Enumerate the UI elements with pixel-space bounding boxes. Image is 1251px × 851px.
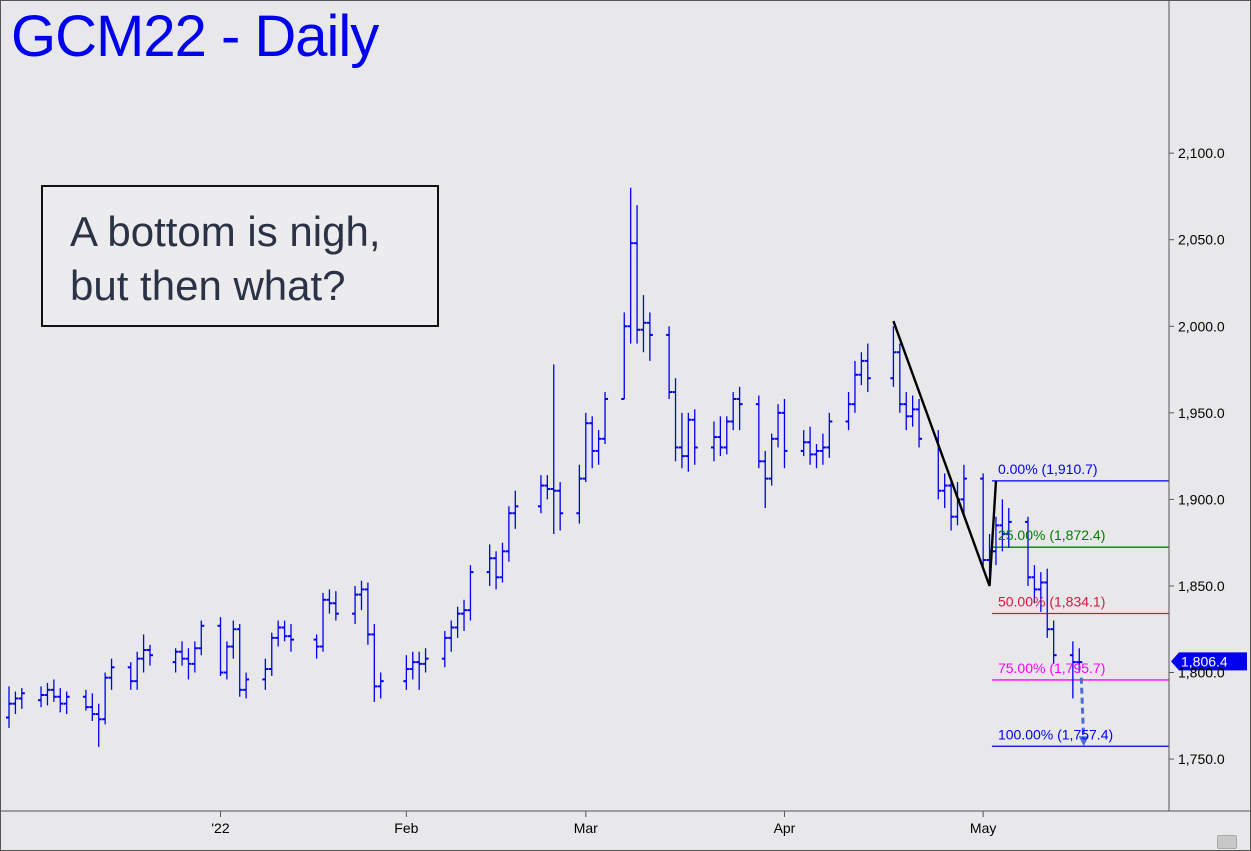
last-price-tag xyxy=(1171,652,1247,671)
y-tick-label: 1,750.0 xyxy=(1178,751,1225,767)
chart-title: GCM22 - Daily xyxy=(11,4,379,69)
projection-arrow-line xyxy=(1079,677,1086,741)
annotation-text: A bottom is nigh, but then what? xyxy=(70,208,381,309)
x-tick-label: Feb xyxy=(394,820,418,836)
last-price-label: 1,806.4 xyxy=(1181,653,1228,669)
fib-lines xyxy=(991,480,1169,747)
x-tick-label: Apr xyxy=(774,820,796,836)
fib-level-label: 25.00% (1,872.4) xyxy=(998,527,1105,543)
y-tick-label: 2,000.0 xyxy=(1178,318,1225,334)
y-tick-label: 1,800.0 xyxy=(1178,665,1225,681)
fib-level-label: 75.00% (1,795.7) xyxy=(998,660,1105,676)
y-tick-label: 1,950.0 xyxy=(1178,405,1225,421)
fib-level-label: 0.00% (1,910.7) xyxy=(998,461,1098,477)
x-tick-label: Mar xyxy=(574,820,598,836)
price-bars xyxy=(6,187,1083,747)
fib-labels: 0.00% (1,910.7) 25.00% (1,872.4) 50.00% (1… xyxy=(998,461,1113,742)
y-tick-label: 1,900.0 xyxy=(1178,491,1225,507)
abc-pattern-line xyxy=(892,320,998,587)
fib-level-label: 100.00% (1,757.4) xyxy=(998,726,1113,742)
annotation-box: A bottom is nigh, but then what? xyxy=(41,185,439,327)
y-tick-label: 1,850.0 xyxy=(1178,578,1225,594)
projection-arrowhead xyxy=(1078,736,1089,747)
pattern-overlay xyxy=(892,320,1089,747)
x-tick-label: May xyxy=(970,820,996,836)
axis-ticks: 1,750.0 1,800.0 1,850.0 1,900.0 1,950.0 2,000… xyxy=(211,145,1225,836)
fib-level-label: 50.00% (1,834.1) xyxy=(998,593,1105,609)
axes: 1,806.4 xyxy=(1,1,1250,812)
scroll-handle[interactable] xyxy=(1217,835,1237,849)
y-tick-label: 2,050.0 xyxy=(1178,232,1225,248)
y-tick-label: 2,100.0 xyxy=(1178,145,1225,161)
x-tick-label: '22 xyxy=(211,820,229,836)
